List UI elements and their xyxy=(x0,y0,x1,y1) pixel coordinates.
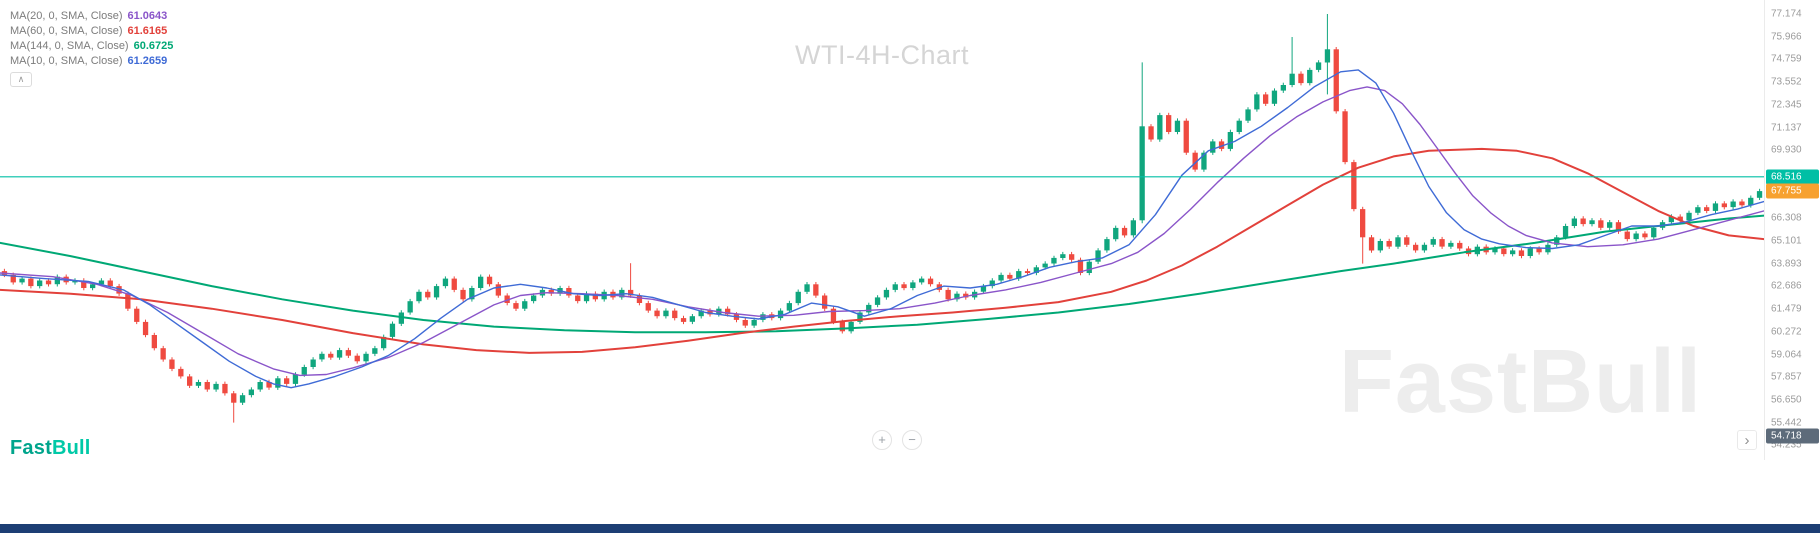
legend-ma10-value: 61.2659 xyxy=(127,54,168,67)
legend-ma20-value: 61.0643 xyxy=(127,9,168,22)
price-tick: 61.479 xyxy=(1771,303,1802,315)
legend-ma20-label: MA(20, 0, SMA, Close) xyxy=(10,9,123,22)
fastbull-logo-part2: Bull xyxy=(51,437,91,459)
price-tick: 71.137 xyxy=(1771,122,1802,133)
chart-title-watermark: WTI-4H-Chart xyxy=(795,40,969,70)
price-tick: 69.930 xyxy=(1771,144,1802,156)
legend-ma60-label: MA(60, 0, SMA, Close) xyxy=(10,24,123,37)
fastbull-watermark: FastBull xyxy=(1338,332,1702,432)
indicator-legend: MA(20, 0, SMA, Close) 61.0643 MA(60, 0, … xyxy=(10,8,173,68)
price-tick: 55.442 xyxy=(1771,417,1802,429)
legend-collapse-button[interactable]: ∧ xyxy=(10,72,32,87)
price-tick: 74.759 xyxy=(1771,53,1802,65)
plus-icon: + xyxy=(878,432,886,447)
legend-ma60-row: MA(60, 0, SMA, Close) 61.6165 xyxy=(10,23,173,38)
chevron-right-icon: › xyxy=(1744,431,1750,449)
price-tick: 57.857 xyxy=(1771,371,1802,383)
legend-ma10-row: MA(10, 0, SMA, Close) 61.2659 xyxy=(10,53,173,68)
zoom-controls: + − xyxy=(872,430,922,450)
chevron-up-icon: ∧ xyxy=(17,74,25,84)
price-axis[interactable]: 77.174 75.966 74.759 73.552 72.345 71.137 69.9… xyxy=(1764,0,1820,460)
price-tick: 65.101 xyxy=(1771,235,1802,247)
fastbull-logo-part1: Fast xyxy=(10,437,52,459)
scroll-right-button[interactable]: › xyxy=(1737,430,1757,450)
legend-ma10-label: MA(10, 0, SMA, Close) xyxy=(10,54,123,67)
zoom-out-button[interactable]: − xyxy=(902,430,922,450)
price-tick: 59.064 xyxy=(1771,349,1802,360)
fastbull-logo: FastBull xyxy=(10,437,91,460)
legend-ma60-value: 61.6165 xyxy=(127,24,168,37)
price-tick: 75.966 xyxy=(1771,31,1802,43)
last-price-badge: 67.755 xyxy=(1766,183,1819,199)
minus-icon: − xyxy=(908,432,916,447)
legend-ma144-label: MA(144, 0, SMA, Close) xyxy=(10,39,129,52)
price-tick: 66.308 xyxy=(1771,212,1802,224)
bottom-toolbar-strip xyxy=(0,524,1820,533)
alert-line-badge[interactable]: 68.516 xyxy=(1766,169,1819,185)
price-tick: 56.650 xyxy=(1771,394,1802,406)
price-tick: 60.272 xyxy=(1771,326,1802,338)
price-tick: 62.686 xyxy=(1771,280,1802,292)
price-tick: 54.235 xyxy=(1771,439,1802,451)
legend-ma20-row: MA(20, 0, SMA, Close) 61.0643 xyxy=(10,8,173,23)
price-tick: 77.174 xyxy=(1771,8,1802,20)
candlestick-chart[interactable] xyxy=(0,0,1764,460)
zoom-in-button[interactable]: + xyxy=(872,430,892,450)
legend-ma144-row: MA(144, 0, SMA, Close) 60.6725 xyxy=(10,38,173,53)
price-tick: 73.552 xyxy=(1771,76,1802,88)
indicator-badge: 54.718 xyxy=(1766,428,1819,444)
price-tick: 63.893 xyxy=(1771,258,1802,270)
price-tick: 72.345 xyxy=(1771,99,1802,111)
legend-ma144-value: 60.6725 xyxy=(133,39,174,52)
